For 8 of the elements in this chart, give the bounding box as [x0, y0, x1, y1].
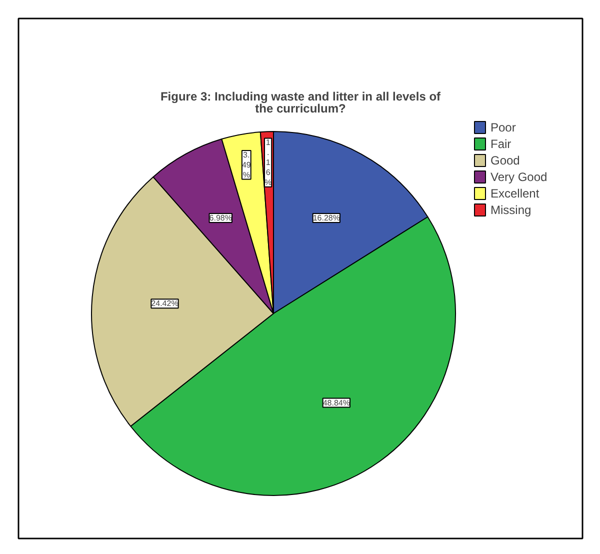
legend-label: Missing: [490, 203, 532, 217]
legend-label: Good: [490, 154, 520, 168]
legend-label: Poor: [490, 120, 516, 134]
legend-label: Excellent: [490, 186, 540, 200]
chart-title: Figure 3: Including waste and litter in all levels of the curriculum?: [160, 90, 442, 116]
legend-label: Fair: [490, 137, 512, 151]
data-label: 24.42%: [151, 299, 178, 308]
legend-label: Very Good: [490, 170, 548, 184]
